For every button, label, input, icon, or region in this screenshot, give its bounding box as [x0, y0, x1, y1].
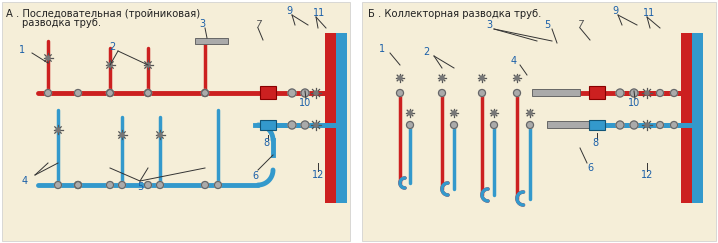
Bar — [195, 38, 228, 44]
Circle shape — [656, 122, 663, 129]
Circle shape — [480, 76, 484, 80]
Text: 8: 8 — [263, 138, 269, 148]
Circle shape — [158, 133, 162, 137]
Text: 4: 4 — [22, 176, 28, 186]
Text: Б . Коллекторная разводка труб.: Б . Коллекторная разводка труб. — [368, 9, 541, 19]
Circle shape — [75, 182, 82, 189]
Text: 12: 12 — [312, 170, 325, 180]
Circle shape — [408, 111, 412, 115]
Text: 1: 1 — [379, 44, 385, 54]
Circle shape — [45, 89, 52, 96]
Text: 9: 9 — [612, 6, 618, 16]
Circle shape — [515, 76, 519, 80]
Circle shape — [157, 182, 164, 189]
Text: 3: 3 — [199, 19, 205, 29]
Circle shape — [439, 89, 445, 96]
Circle shape — [450, 122, 457, 129]
Circle shape — [301, 89, 309, 97]
Circle shape — [645, 91, 649, 95]
Text: 4: 4 — [511, 56, 517, 66]
Text: 10: 10 — [628, 98, 640, 108]
Bar — [547, 122, 590, 129]
Circle shape — [144, 89, 151, 96]
Bar — [260, 120, 276, 130]
Bar — [681, 33, 692, 203]
Circle shape — [75, 89, 82, 96]
Circle shape — [106, 89, 113, 96]
Text: 7: 7 — [255, 20, 261, 30]
Circle shape — [630, 89, 638, 97]
Circle shape — [202, 89, 208, 96]
Circle shape — [106, 182, 113, 189]
Bar — [532, 89, 580, 96]
Text: 11: 11 — [643, 8, 655, 18]
Circle shape — [288, 121, 296, 129]
Bar — [362, 2, 716, 241]
Text: 7: 7 — [577, 20, 583, 30]
Text: 2: 2 — [109, 42, 115, 52]
Circle shape — [398, 76, 402, 80]
Circle shape — [301, 121, 309, 129]
Circle shape — [513, 89, 521, 96]
Circle shape — [656, 89, 663, 96]
Bar — [260, 87, 276, 99]
Text: 8: 8 — [592, 138, 598, 148]
Circle shape — [106, 89, 113, 96]
Circle shape — [144, 182, 151, 189]
Circle shape — [645, 123, 649, 127]
Circle shape — [616, 121, 624, 129]
Text: разводка труб.: разводка труб. — [22, 18, 101, 28]
Text: 11: 11 — [313, 8, 325, 18]
Circle shape — [440, 76, 444, 80]
Text: 12: 12 — [640, 170, 653, 180]
Circle shape — [492, 111, 496, 115]
Bar — [692, 33, 703, 203]
Circle shape — [452, 111, 456, 115]
Text: 10: 10 — [299, 98, 311, 108]
Bar — [336, 33, 347, 203]
Bar — [589, 120, 605, 130]
Circle shape — [215, 182, 221, 189]
Text: 2: 2 — [423, 47, 429, 57]
Circle shape — [671, 89, 678, 96]
Circle shape — [55, 182, 62, 189]
Text: 1: 1 — [19, 45, 25, 55]
Circle shape — [528, 111, 532, 115]
Circle shape — [46, 56, 50, 60]
Circle shape — [202, 89, 208, 96]
Circle shape — [288, 89, 296, 97]
Circle shape — [314, 123, 318, 127]
Circle shape — [56, 128, 60, 132]
Circle shape — [490, 122, 498, 129]
Text: 5: 5 — [137, 182, 143, 192]
Text: 6: 6 — [252, 171, 258, 181]
Bar — [325, 33, 336, 203]
Circle shape — [120, 133, 124, 137]
Circle shape — [144, 89, 151, 96]
Text: 5: 5 — [544, 20, 550, 30]
Circle shape — [202, 182, 208, 189]
Circle shape — [396, 89, 404, 96]
Circle shape — [630, 121, 638, 129]
Circle shape — [616, 89, 624, 97]
Circle shape — [118, 182, 126, 189]
Circle shape — [406, 122, 414, 129]
Circle shape — [314, 91, 318, 95]
Text: А . Последовательная (тройниковая): А . Последовательная (тройниковая) — [6, 9, 200, 19]
Text: 3: 3 — [486, 20, 492, 30]
Circle shape — [108, 63, 112, 67]
Circle shape — [671, 122, 678, 129]
Circle shape — [75, 182, 82, 189]
Circle shape — [526, 122, 533, 129]
Bar — [589, 87, 605, 99]
Text: 9: 9 — [286, 6, 292, 16]
Bar — [2, 2, 350, 241]
Text: 6: 6 — [587, 163, 593, 173]
Circle shape — [478, 89, 485, 96]
Circle shape — [146, 63, 150, 67]
